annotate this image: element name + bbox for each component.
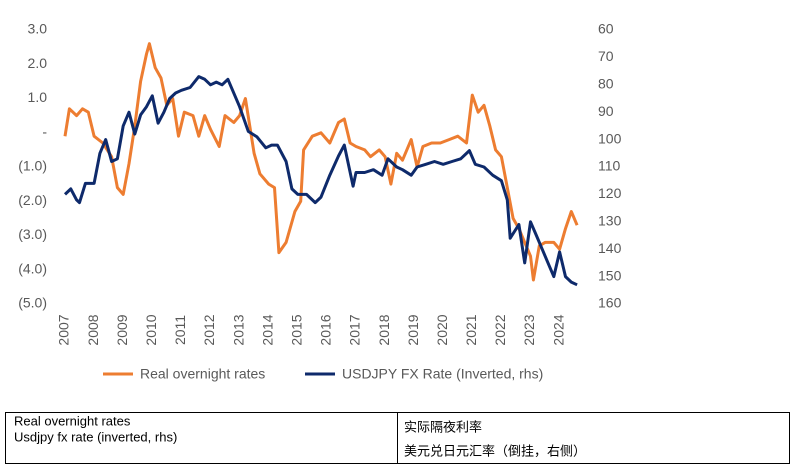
x-tick-label: 2019 xyxy=(405,314,421,345)
x-tick-label: 2010 xyxy=(143,314,159,345)
x-tick-label: 2008 xyxy=(85,314,101,345)
x-tick-label: 2012 xyxy=(201,314,217,345)
x-tick-label: 2009 xyxy=(114,314,130,345)
y2-tick-label: 100 xyxy=(598,130,622,146)
y2-tick-label: 80 xyxy=(598,76,614,92)
y-tick-label: 2.0 xyxy=(28,55,48,71)
x-tick-label: 2011 xyxy=(172,315,188,345)
y2-tick-label: 90 xyxy=(598,103,614,119)
x-tick-label: 2015 xyxy=(288,314,304,345)
y2-tick-label: 70 xyxy=(598,48,614,64)
table: Real overnight rates Usdjpy fx rate (inv… xyxy=(5,412,790,464)
x-tick-label: 2016 xyxy=(318,314,334,345)
y-tick-label: 3.0 xyxy=(28,21,48,37)
x-tick-label: 2024 xyxy=(550,314,566,345)
x-tick-label: 2014 xyxy=(259,314,275,345)
y-tick-label: (5.0) xyxy=(18,295,47,311)
x-tick-label: 2017 xyxy=(347,314,363,345)
table-cell: 美元兑日元汇率（倒挂，右侧） xyxy=(404,443,586,458)
y-tick-label: (3.0) xyxy=(18,226,47,242)
y2-tick-label: 140 xyxy=(598,240,622,256)
y2-tick-label: 150 xyxy=(598,267,622,283)
x-tick-label: 2007 xyxy=(56,314,72,345)
table-cell: Usdjpy fx rate (inverted, rhs) xyxy=(14,429,177,444)
x-tick-label: 2013 xyxy=(230,314,246,345)
y2-tick-label: 160 xyxy=(598,295,622,311)
x-tick-label: 2020 xyxy=(434,314,450,345)
y-tick-label: (1.0) xyxy=(18,158,47,174)
table-cell: 实际隔夜利率 xyxy=(404,419,482,434)
legend-label: USDJPY FX Rate (Inverted, rhs) xyxy=(342,366,543,382)
legend-label: Real overnight rates xyxy=(140,366,265,382)
x-tick-label: 2018 xyxy=(376,314,392,345)
x-tick-label: 2021 xyxy=(463,314,479,345)
y2-tick-label: 60 xyxy=(598,21,614,37)
x-tick-label: 2023 xyxy=(521,314,537,345)
series-line xyxy=(63,75,578,287)
y2-tick-label: 120 xyxy=(598,185,622,201)
y2-tick-label: 130 xyxy=(598,213,622,229)
y-tick-label: (2.0) xyxy=(18,192,47,208)
y-tick-label: 1.0 xyxy=(28,89,48,105)
x-tick-label: 2022 xyxy=(492,314,508,345)
y-tick-label: - xyxy=(42,123,47,139)
table-cell: Real overnight rates xyxy=(14,413,131,428)
series-line xyxy=(63,42,579,282)
y2-tick-label: 110 xyxy=(598,158,621,174)
y-tick-label: (4.0) xyxy=(18,260,47,276)
